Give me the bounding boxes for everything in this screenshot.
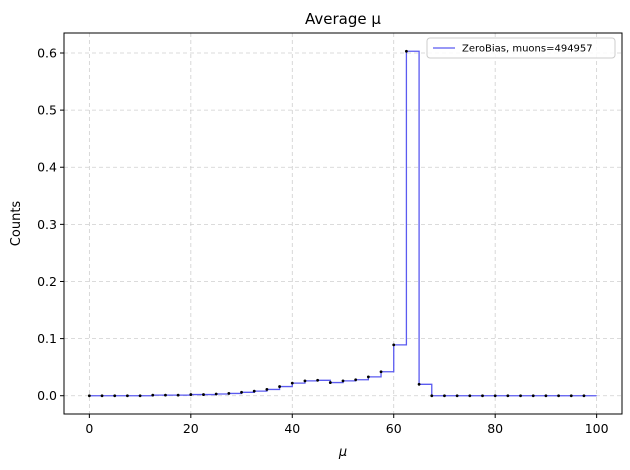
data-point-marker bbox=[151, 393, 155, 397]
data-point-marker bbox=[189, 393, 193, 396]
data-point-marker bbox=[138, 394, 142, 398]
data-point-marker bbox=[240, 390, 243, 394]
y-tick-label: 0.1 bbox=[37, 331, 57, 346]
data-point-marker bbox=[328, 381, 332, 384]
y-tick-label: 0.5 bbox=[37, 103, 57, 118]
data-point-marker bbox=[582, 394, 586, 398]
legend-box bbox=[426, 37, 616, 59]
data-point-marker bbox=[113, 394, 117, 398]
data-point-marker bbox=[430, 394, 434, 398]
data-point-marker bbox=[493, 394, 497, 398]
y-axis-label: Counts bbox=[9, 201, 24, 247]
legend: ZeroBias, muons=494957 bbox=[426, 37, 616, 59]
data-point-marker bbox=[202, 393, 205, 396]
data-point-marker bbox=[468, 394, 472, 398]
data-point-marker bbox=[366, 375, 370, 379]
data-point-marker bbox=[354, 378, 358, 382]
data-point-marker bbox=[557, 394, 560, 398]
data-point-marker bbox=[481, 394, 484, 398]
chart-title: Average μ bbox=[305, 10, 381, 28]
data-point-marker bbox=[443, 394, 446, 398]
data-point-marker bbox=[278, 385, 281, 388]
x-tick-label: 0 bbox=[85, 421, 93, 436]
data-point-marker bbox=[455, 394, 459, 398]
data-point-marker bbox=[126, 394, 129, 398]
tick-layer: 0 20 40 60 80 100 0.0 0.1 0.2 0.3 0.4 0.5 0.6 bbox=[37, 45, 609, 436]
y-tick-label: 0.6 bbox=[37, 45, 57, 60]
data-point-marker bbox=[341, 379, 345, 383]
x-axis-label: μ bbox=[338, 445, 347, 460]
data-point-marker bbox=[214, 392, 218, 396]
data-point-marker bbox=[405, 49, 408, 53]
data-point-marker bbox=[544, 394, 548, 398]
y-tick-label: 0.3 bbox=[37, 217, 57, 232]
data-point-marker bbox=[417, 382, 421, 386]
legend-entry-label: ZeroBias, muons=494957 bbox=[462, 44, 593, 55]
data-point-marker bbox=[265, 388, 269, 391]
data-point-marker bbox=[87, 394, 91, 398]
x-tick-label: 20 bbox=[183, 421, 199, 436]
y-tick-label: 0.2 bbox=[37, 274, 57, 289]
data-point-marker bbox=[100, 394, 104, 398]
data-point-marker bbox=[316, 378, 320, 382]
y-tick-label: 0.4 bbox=[37, 160, 57, 175]
y-tick-label: 0.0 bbox=[37, 388, 57, 403]
data-point-marker bbox=[506, 394, 510, 398]
x-tick-label: 40 bbox=[284, 421, 300, 436]
data-point-marker bbox=[519, 394, 522, 398]
data-point-marker bbox=[303, 379, 307, 383]
data-point-marker bbox=[531, 394, 535, 398]
data-point-marker bbox=[290, 381, 294, 385]
data-point-marker bbox=[379, 370, 383, 374]
x-tick-label: 100 bbox=[585, 421, 609, 436]
plot-frame bbox=[63, 32, 623, 415]
data-point-marker bbox=[569, 394, 573, 398]
data-point-marker bbox=[252, 389, 256, 393]
x-tick-label: 80 bbox=[487, 421, 503, 436]
x-tick-label: 60 bbox=[386, 421, 402, 436]
data-point-marker bbox=[164, 393, 167, 397]
series-layer bbox=[87, 49, 597, 398]
data-point-marker bbox=[176, 393, 180, 397]
data-point-marker bbox=[227, 392, 231, 395]
data-point-marker bbox=[392, 343, 396, 347]
